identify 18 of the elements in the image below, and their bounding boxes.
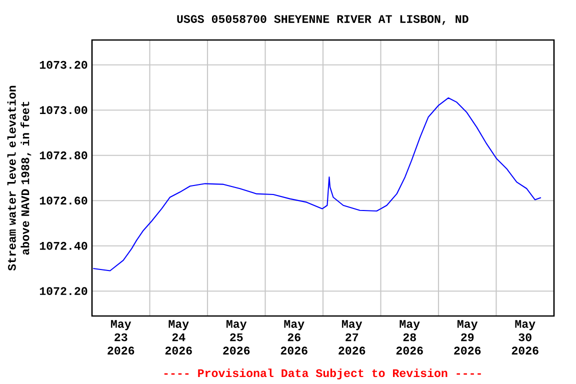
x-tick-label: May 23 2026 [108, 320, 134, 355]
y-axis-title: Stream water level elevation above NAVD 1988, in feet [7, 86, 32, 271]
y-tick-label: 1073.20 [40, 60, 88, 69]
text: ---- Provisional Data Subject to Revision ---- [164, 368, 481, 380]
x-tick-label: May 24 2026 [165, 320, 192, 355]
x-tick-label: May 28 2026 [396, 320, 423, 355]
y-tick-label: 1072.20 [40, 287, 88, 296]
x-tick-label: May 27 2026 [338, 320, 366, 355]
chart-title: USGS 05058700 SHEYENNE RIVER AT LISBON, ND [177, 15, 468, 25]
x-tick-label: May 26 2026 [280, 320, 308, 355]
y-tick-label: 1072.40 [40, 242, 88, 250]
line-series [92, 97, 542, 272]
y-tick-label: 1072.80 [40, 151, 88, 160]
x-tick-label: May 30 2026 [512, 320, 538, 355]
x-tick-label: May 29 2026 [454, 320, 481, 355]
y-tick-label: 1072.60 [40, 196, 88, 205]
y-tick-label: 1073.00 [40, 106, 88, 114]
x-tick-label: May 25 2026 [223, 320, 250, 355]
